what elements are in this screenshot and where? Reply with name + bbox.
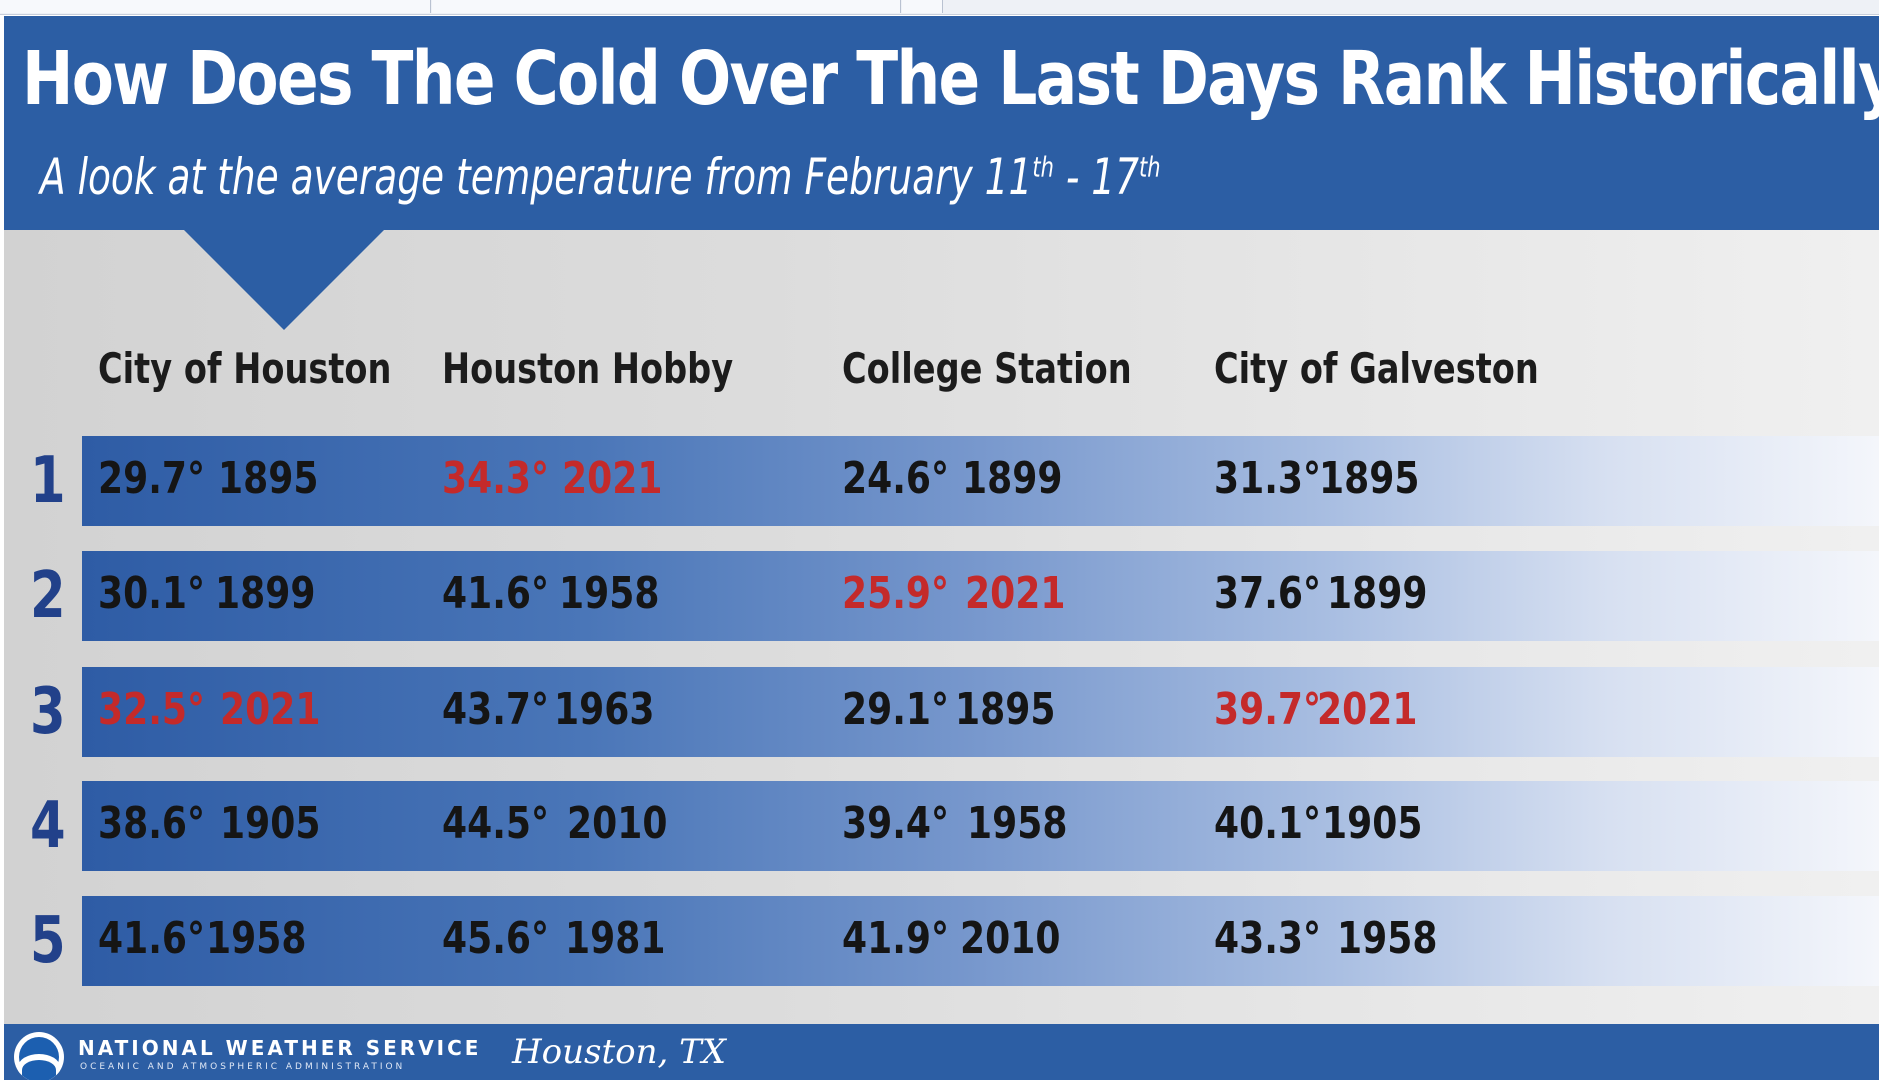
year-value: 2021 [220,684,321,735]
subtitle-superscript: th [1032,150,1054,184]
table-row [82,436,1879,526]
temperature-value: 31.3° [1214,453,1322,504]
slide-canvas: How Does The Cold Over The Last Days Ran… [4,16,1879,1080]
year-value: 1958 [206,913,307,964]
year-value: 2021 [562,453,663,504]
rank-number: 3 [30,675,66,749]
temperature-value: 38.6° [98,798,206,849]
subtitle-text: A look at the average temperature from F… [40,148,1033,206]
year-value: 1895 [218,453,319,504]
year-value: 1958 [1337,913,1438,964]
year-value: 1958 [559,568,660,619]
subtitle-superscript: th [1138,150,1161,184]
column-header-houston-hobby: Houston Hobby [442,344,734,393]
temperature-value: 41.9° [842,913,950,964]
temperature-value: 41.6° [98,913,206,964]
temperature-value: 25.9° [842,568,950,619]
year-value: 1905 [1322,798,1423,849]
temperature-value: 30.1° [98,568,206,619]
year-value: 1963 [554,684,655,735]
year-value: 1895 [955,684,1056,735]
pointer-triangle [182,228,386,330]
rank-number: 2 [30,559,66,633]
temperature-value: 43.3° [1214,913,1322,964]
temperature-value: 34.3° [442,453,550,504]
temperature-value: 39.7° [1214,684,1322,735]
temperature-value: 37.6° [1214,568,1322,619]
rank-number: 1 [30,444,66,518]
table-row [82,781,1879,871]
column-header-city-of-houston: City of Houston [98,344,392,393]
temperature-value: 39.4° [842,798,950,849]
footer-bar: NATIONAL WEATHER SERVICE OCEANIC AND ATM… [4,1024,1879,1080]
temperature-value: 44.5° [442,798,550,849]
noaa-logo-icon [14,1032,64,1080]
year-value: 1899 [215,568,316,619]
year-value: 1895 [1319,453,1420,504]
table-row [82,551,1879,641]
temperature-value: 43.7° [442,684,550,735]
year-value: 1899 [1327,568,1428,619]
temperature-value: 40.1° [1214,798,1322,849]
slide-thumbnail-strip [0,0,1879,15]
table-row [82,896,1879,986]
column-header-city-of-galveston: City of Galveston [1214,344,1539,393]
year-value: 1905 [220,798,321,849]
temperature-value: 29.1° [842,684,950,735]
temperature-value: 41.6° [442,568,550,619]
year-value: 2010 [567,798,668,849]
temperature-value: 24.6° [842,453,950,504]
slide-header: How Does The Cold Over The Last Days Ran… [4,16,1879,230]
agency-name: NATIONAL WEATHER SERVICE [78,1036,482,1060]
rank-number: 4 [30,789,66,863]
slide-thumbnail[interactable] [0,0,431,13]
subtitle-range-end: - 17 [1053,148,1139,206]
office-location: Houston, TX [512,1032,726,1072]
temperature-value: 29.7° [98,453,206,504]
table-row [82,667,1879,757]
rank-number: 5 [30,904,66,978]
temperature-value: 45.6° [442,913,550,964]
year-value: 1899 [962,453,1063,504]
slide-thumbnail[interactable] [432,0,901,13]
slide-title: How Does The Cold Over The Last Days Ran… [22,36,1879,122]
year-value: 2021 [965,568,1066,619]
year-value: 2021 [1317,684,1418,735]
temperature-value: 32.5° [98,684,206,735]
year-value: 1981 [565,913,666,964]
year-value: 2010 [960,913,1061,964]
slide-subtitle: A look at the average temperature from F… [40,148,1161,206]
column-header-college-station: College Station [842,344,1132,393]
year-value: 1958 [967,798,1068,849]
agency-subtitle: OCEANIC AND ATMOSPHERIC ADMINISTRATION [80,1062,406,1072]
slide-thumbnail[interactable] [902,0,943,13]
